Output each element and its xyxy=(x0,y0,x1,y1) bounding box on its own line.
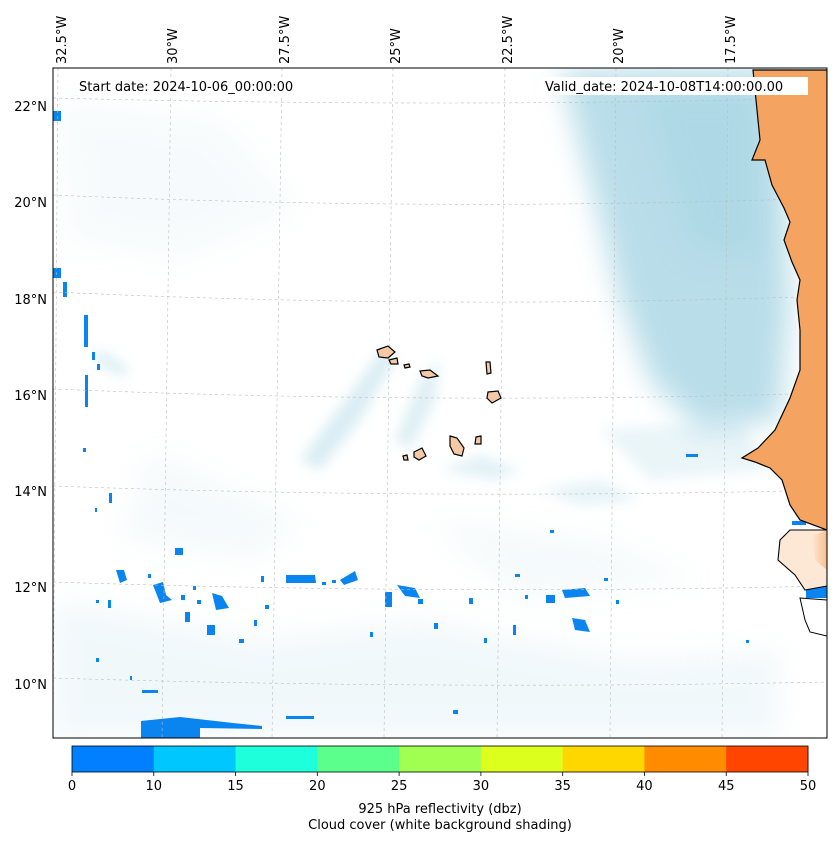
colorbar-border xyxy=(71,745,809,773)
colorbar-tick-label: 50 xyxy=(800,779,817,794)
lon-label: 27.5°W xyxy=(278,16,293,64)
colorbar-segment xyxy=(72,746,155,772)
lat-label: 12°N xyxy=(14,581,47,596)
gridlines xyxy=(53,68,827,738)
map-layers: Start date: 2024-10-06_00:00:00 Valid_da… xyxy=(53,68,827,738)
colorbar-segment xyxy=(726,746,809,772)
lat-label: 22°N xyxy=(14,100,47,115)
reflectivity-cells xyxy=(53,111,827,738)
lat-label: 14°N xyxy=(14,485,47,500)
lat-label: 10°N xyxy=(14,678,47,693)
colorbar-segment xyxy=(480,746,564,772)
colorbar-segment xyxy=(644,746,727,772)
colorbar-tick-label: 45 xyxy=(718,779,735,794)
colorbar-sublabel: Cloud cover (white background shading) xyxy=(308,818,572,833)
colorbar-tick-label: 30 xyxy=(473,779,490,794)
lon-label: 17.5°W xyxy=(724,16,739,64)
start-date-label: Start date: 2024-10-06_00:00:00 xyxy=(79,80,293,95)
lon-label: 25°W xyxy=(389,28,404,64)
colorbar-tick-label: 40 xyxy=(636,779,653,794)
lat-label: 16°N xyxy=(14,389,47,404)
lat-label: 20°N xyxy=(14,196,47,211)
colorbar: 0 10 15 20 25 30 35 40 45 50 xyxy=(68,745,817,794)
lon-label: 32.5°W xyxy=(55,16,70,64)
colorbar-tick-label: 25 xyxy=(391,779,408,794)
valid-date-box xyxy=(540,77,808,95)
colorbar-tick-label: 20 xyxy=(309,779,326,794)
africa-land xyxy=(740,69,827,637)
longitude-labels: 32.5°W 30°W 27.5°W 25°W 22.5°W 20°W 17.5… xyxy=(55,16,739,64)
start-date-box xyxy=(73,77,313,95)
lon-label: 22.5°W xyxy=(501,16,516,64)
colorbar-tick-label: 15 xyxy=(227,779,244,794)
colorbar-segment xyxy=(562,746,645,772)
colorbar-tick-label: 35 xyxy=(554,779,571,794)
lon-label: 30°W xyxy=(166,28,181,64)
colorbar-segment xyxy=(235,746,318,772)
lat-label: 18°N xyxy=(14,293,47,308)
colorbar-tick-label: 0 xyxy=(68,779,76,794)
valid-date-label: Valid_date: 2024-10-08T14:00:00.00 xyxy=(545,80,783,95)
latitude-labels: 22°N 20°N 18°N 16°N 14°N 12°N 10°N xyxy=(14,100,47,693)
colorbar-segment xyxy=(153,746,237,772)
colorbar-tick-label: 10 xyxy=(146,779,163,794)
lon-label: 20°W xyxy=(612,28,627,64)
colorbar-segment xyxy=(399,746,482,772)
colorbar-label: 925 hPa reflectivity (dbz) xyxy=(358,802,522,817)
colorbar-segment xyxy=(317,746,400,772)
map-border xyxy=(52,67,828,739)
cape-verde-islands xyxy=(376,345,502,461)
